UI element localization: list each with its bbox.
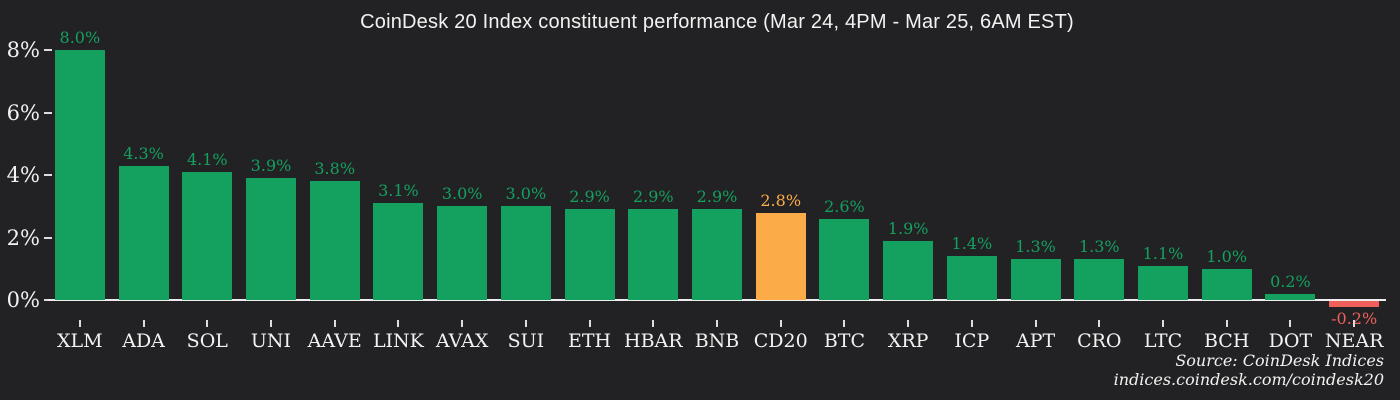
bar-value-label-cd20: 2.8% bbox=[760, 190, 802, 210]
bar-apt bbox=[1010, 259, 1061, 300]
y-axis-tick-label: 6% bbox=[6, 100, 40, 125]
bar-value-label-btc: 2.6% bbox=[824, 196, 865, 216]
source-attribution: Source: CoinDesk Indices indices.coindes… bbox=[1114, 351, 1384, 389]
x-axis-baseline bbox=[48, 299, 1386, 301]
x-axis-label-near: NEAR bbox=[1324, 330, 1384, 352]
x-axis-label-xlm: XLM bbox=[57, 330, 103, 352]
bar-uni bbox=[246, 178, 296, 300]
x-axis-tick-mark bbox=[588, 320, 591, 327]
x-axis-tick-mark bbox=[716, 320, 718, 327]
bar-bnb bbox=[692, 209, 742, 300]
y-axis-tick-label: 8% bbox=[6, 38, 40, 62]
x-axis-label-eth: ETH bbox=[568, 330, 612, 352]
x-axis-tick-mark bbox=[1034, 320, 1037, 327]
bar-value-label-sui: 3.0% bbox=[505, 184, 547, 204]
x-axis-label-cd20: CD20 bbox=[753, 330, 808, 352]
x-axis-label-ltc: LTC bbox=[1143, 330, 1183, 352]
x-axis-tick-mark bbox=[333, 320, 336, 327]
bar-cd20 bbox=[755, 212, 806, 300]
y-axis-tick-mark bbox=[44, 49, 52, 51]
x-axis-tick-mark bbox=[1353, 320, 1356, 327]
bar-eth bbox=[564, 209, 615, 300]
x-axis-label-aave: AAVE bbox=[307, 330, 362, 352]
x-axis-tick-mark bbox=[1098, 320, 1101, 327]
bar-aave bbox=[309, 181, 360, 300]
bar-value-label-dot: 0.2% bbox=[1270, 271, 1311, 291]
x-axis-label-link: LINK bbox=[372, 330, 424, 352]
x-axis-tick-mark bbox=[78, 320, 81, 327]
bar-btc bbox=[819, 218, 870, 300]
bar-avax bbox=[437, 206, 488, 300]
x-axis-label-btc: BTC bbox=[823, 330, 866, 352]
bar-value-label-icp: 1.4% bbox=[951, 234, 993, 254]
x-axis-label-ada: ADA bbox=[122, 330, 165, 352]
bar-xrp bbox=[883, 240, 934, 300]
bar-value-label-link: 3.1% bbox=[378, 181, 419, 201]
bar-sui bbox=[500, 206, 551, 300]
bar-value-label-uni: 3.9% bbox=[250, 156, 292, 176]
bar-value-label-bch: 1.0% bbox=[1206, 246, 1248, 266]
x-axis-label-cro: CRO bbox=[1077, 330, 1122, 352]
bar-value-label-hbar: 2.9% bbox=[632, 187, 674, 207]
bar-value-label-avax: 3.0% bbox=[441, 184, 483, 204]
x-axis-label-xrp: XRP bbox=[887, 330, 929, 352]
bar-ada bbox=[118, 165, 169, 300]
x-axis-tick-mark bbox=[1162, 320, 1164, 327]
x-axis-label-bnb: BNB bbox=[694, 330, 740, 352]
y-axis-tick-mark bbox=[44, 174, 52, 176]
bar-cro bbox=[1074, 259, 1125, 300]
x-axis-tick-mark bbox=[779, 320, 782, 327]
x-axis-tick-mark bbox=[397, 320, 400, 327]
bar-dot bbox=[1265, 293, 1316, 300]
x-axis-tick-mark bbox=[461, 320, 464, 327]
x-axis-label-bch: BCH bbox=[1203, 330, 1250, 352]
bar-ltc bbox=[1138, 265, 1188, 300]
y-axis-tick-label: 0% bbox=[6, 288, 40, 312]
bar-near bbox=[1329, 301, 1380, 308]
bar-value-label-near: -0.2% bbox=[1331, 309, 1378, 329]
x-axis-tick-mark bbox=[142, 320, 145, 327]
bar-icp bbox=[946, 256, 997, 300]
x-axis-tick-mark bbox=[843, 320, 846, 327]
y-axis-tick-label: 2% bbox=[6, 225, 40, 250]
chart-title: CoinDesk 20 Index constituent performanc… bbox=[360, 11, 1074, 33]
bar-value-label-xrp: 1.9% bbox=[887, 218, 929, 238]
x-axis-tick-mark bbox=[206, 320, 209, 327]
y-axis-tick-mark bbox=[44, 236, 52, 239]
x-axis-label-sol: SOL bbox=[186, 330, 228, 352]
x-axis-label-icp: ICP bbox=[954, 330, 990, 352]
x-axis-label-avax: AVAX bbox=[435, 330, 489, 352]
bar-value-label-apt: 1.3% bbox=[1015, 237, 1056, 257]
bar-xlm bbox=[54, 50, 105, 300]
bar-bch bbox=[1201, 268, 1252, 300]
bar-link bbox=[373, 203, 424, 300]
x-axis-tick-mark bbox=[652, 320, 655, 327]
bar-value-label-aave: 3.8% bbox=[314, 159, 356, 179]
x-axis-tick-mark bbox=[270, 320, 272, 327]
x-axis-tick-mark bbox=[970, 320, 973, 327]
x-axis-label-dot: DOT bbox=[1268, 330, 1313, 352]
x-axis-tick-mark bbox=[907, 320, 910, 327]
source-url: indices.coindesk.com/coindesk20 bbox=[1113, 370, 1384, 389]
bar-value-label-eth: 2.9% bbox=[569, 187, 610, 207]
bar-value-label-ltc: 1.1% bbox=[1142, 243, 1184, 263]
x-axis-label-apt: APT bbox=[1015, 330, 1056, 352]
y-axis-tick-label: 4% bbox=[6, 163, 40, 187]
bar-value-label-sol: 4.1% bbox=[186, 149, 228, 169]
x-axis-label-sui: SUI bbox=[507, 330, 545, 352]
x-axis-label-uni: UNI bbox=[250, 330, 292, 352]
bar-sol bbox=[182, 171, 233, 300]
bar-value-label-bnb: 2.9% bbox=[696, 187, 738, 207]
bar-value-label-cro: 1.3% bbox=[1078, 237, 1120, 257]
bar-value-label-xlm: 8.0% bbox=[59, 28, 101, 47]
source-line: Source: CoinDesk Indices bbox=[1175, 351, 1384, 370]
x-axis-label-hbar: HBAR bbox=[624, 330, 683, 352]
x-axis-tick-mark bbox=[524, 320, 527, 327]
bar-hbar bbox=[628, 209, 679, 300]
bar-value-label-ada: 4.3% bbox=[123, 143, 164, 163]
x-axis-tick-mark bbox=[1289, 320, 1292, 327]
y-axis-tick-mark bbox=[44, 111, 52, 114]
x-axis-tick-mark bbox=[1225, 320, 1228, 327]
